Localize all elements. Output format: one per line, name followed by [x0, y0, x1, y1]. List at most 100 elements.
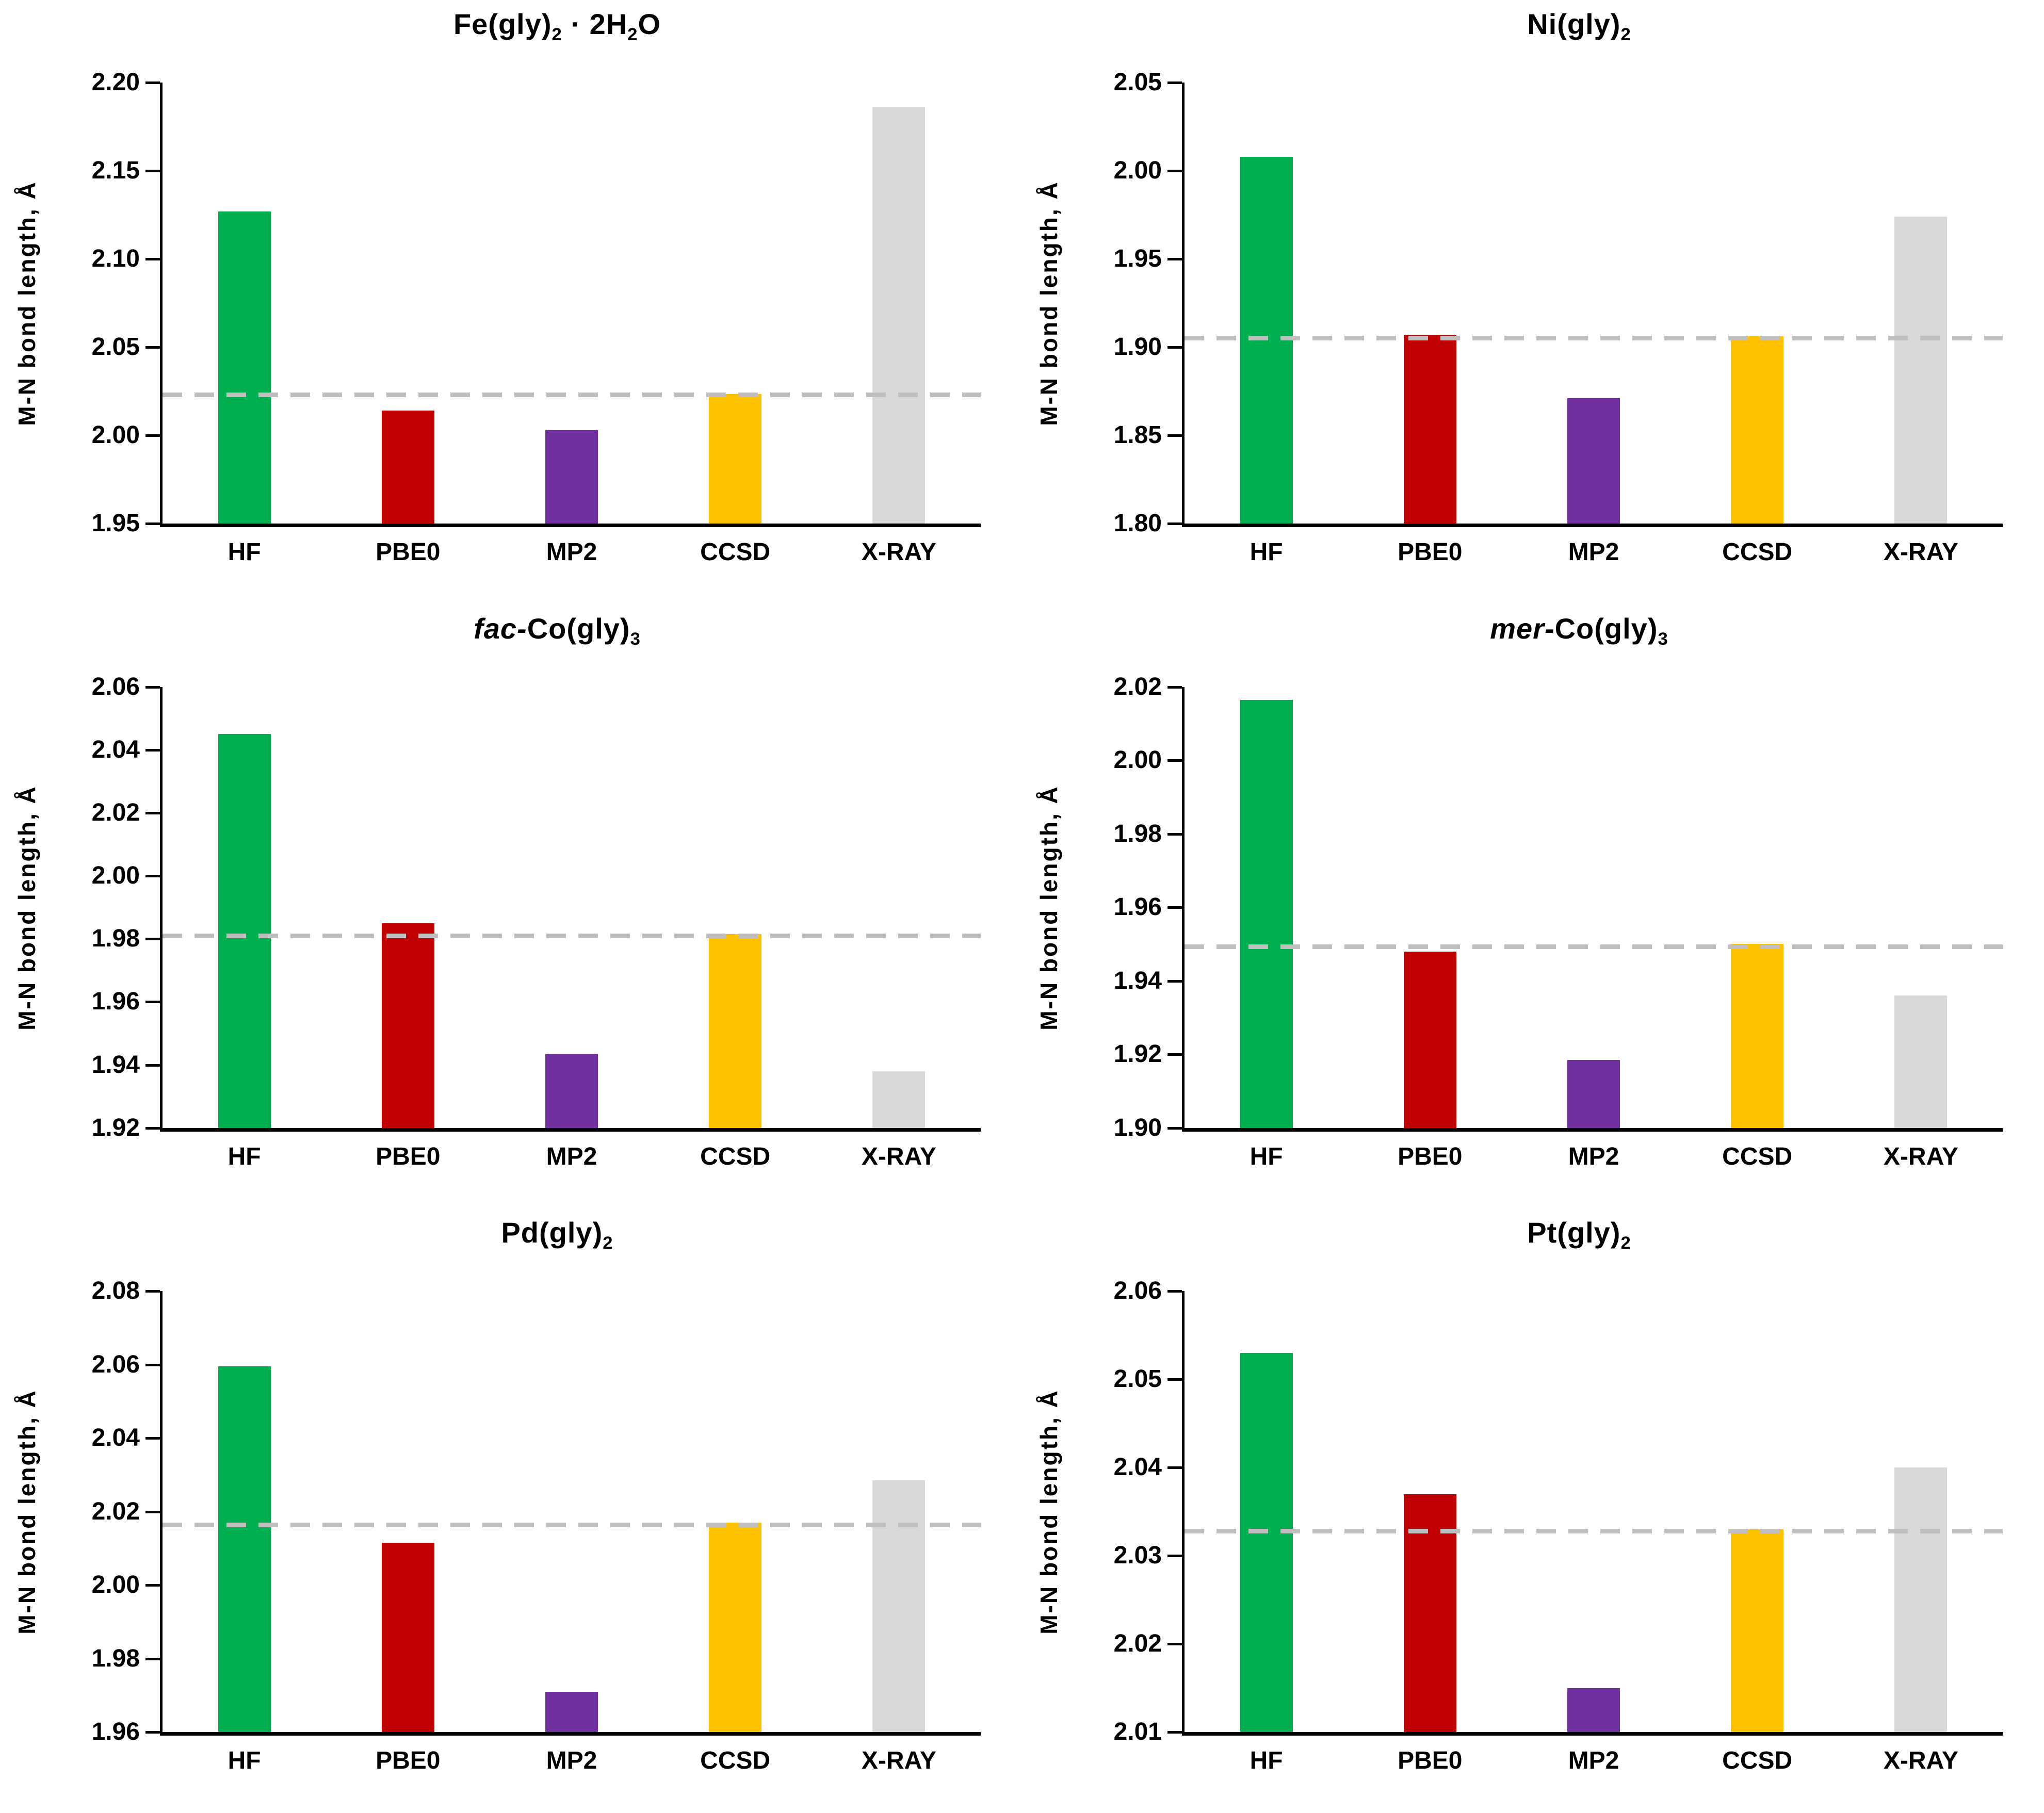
chart-title: Fe(gly)2 · 2H2O [134, 7, 980, 45]
bar-x-ray [872, 1071, 926, 1128]
chart-panel-mer-co-gly3: mer-Co(gly)3 M-N bond length, Å 2.02 2.00… [1022, 605, 2044, 1209]
y-tick-label: 1.96 [91, 1718, 140, 1746]
y-tick-label: 2.00 [91, 421, 140, 449]
y-tick-mark [1167, 1643, 1182, 1646]
bar-pbe0 [381, 1543, 434, 1733]
x-label-mp2: MP2 [1568, 1747, 1619, 1775]
chart-title-part: 2 [627, 25, 638, 45]
plot-area: 2.06 2.05 2.04 2.03 2.02 2.01 HF PBE0 MP2 CCSD X-R… [1114, 1277, 2003, 1774]
x-label-mp2: MP2 [1568, 1142, 1619, 1170]
y-tick-mark [145, 1510, 160, 1513]
x-label-pbe0: PBE0 [376, 1142, 441, 1170]
chart-panel-fe-gly2-2h2o: Fe(gly)2 · 2H2O M-N bond length, Å 2.20 2… [0, 0, 1022, 605]
y-tick-label: 1.96 [91, 988, 140, 1016]
bar-ccsd [1731, 1529, 1784, 1733]
y-tick-label: 1.85 [1113, 421, 1162, 449]
y-tick-mark [1167, 1555, 1182, 1558]
y-tick-mark [145, 1064, 160, 1067]
y-tick-mark [145, 1731, 160, 1734]
x-label-mp2: MP2 [546, 1747, 597, 1775]
chart-title-part: 2 [551, 25, 562, 45]
x-label-ccsd: CCSD [1722, 1747, 1793, 1775]
bar-mp2 [1567, 398, 1620, 524]
y-tick-label: 2.04 [91, 736, 140, 763]
chart-title-part: 2 [1620, 25, 1631, 45]
y-axis-title: M-N bond length, Å [1035, 1389, 1062, 1635]
y-tick-label: 2.03 [1113, 1542, 1162, 1570]
y-tick-label: 1.80 [1113, 510, 1162, 537]
y-tick-mark [145, 434, 160, 437]
x-label-x-ray: X-RAY [1883, 1142, 1958, 1170]
x-label-x-ray: X-RAY [1883, 1747, 1958, 1775]
y-tick-label: 2.01 [1113, 1718, 1162, 1746]
reference-dashed-line [1185, 1529, 2003, 1534]
reference-dashed-line [163, 393, 981, 398]
y-tick-label: 1.94 [1113, 967, 1162, 994]
reference-dashed-line [1185, 335, 2003, 340]
y-tick-mark [145, 258, 160, 260]
x-label-pbe0: PBE0 [1398, 1747, 1463, 1775]
plot-area: 2.02 2.00 1.98 1.96 1.94 1.92 1.90 HF PBE0 MP2 CCS… [1114, 673, 2003, 1170]
y-tick-label: 1.95 [91, 510, 140, 537]
bar-x-ray [872, 107, 926, 524]
x-label-pbe0: PBE0 [376, 1747, 441, 1775]
chart-title-part: fac- [474, 612, 527, 645]
y-tick-mark [145, 811, 160, 814]
x-label-mp2: MP2 [1568, 538, 1619, 566]
bar-mp2 [1567, 1059, 1620, 1128]
bar-x-ray [872, 1480, 926, 1733]
bar-pbe0 [1403, 951, 1456, 1128]
bar-x-ray [1894, 216, 1948, 524]
bar-x-ray [1894, 1467, 1948, 1733]
bar-ccsd [709, 394, 762, 524]
y-tick-mark [1167, 1290, 1182, 1293]
y-tick-mark [145, 1584, 160, 1587]
x-label-ccsd: CCSD [1722, 538, 1793, 566]
bar-pbe0 [1403, 1494, 1456, 1733]
chart-title-part: · 2H [562, 8, 628, 40]
x-label-x-ray: X-RAY [861, 538, 936, 566]
y-tick-label: 2.00 [91, 862, 140, 890]
bar-mp2 [545, 430, 598, 524]
x-label-x-ray: X-RAY [861, 1747, 936, 1775]
chart-title-part: Fe(gly) [453, 8, 552, 40]
x-label-hf: HF [228, 1747, 261, 1775]
x-label-pbe0: PBE0 [1398, 1142, 1463, 1170]
y-tick-mark [1167, 759, 1182, 762]
y-tick-mark [1167, 979, 1182, 983]
y-tick-label: 1.95 [1113, 245, 1162, 272]
chart-title-part: Co(gly) [527, 612, 630, 645]
x-label-ccsd: CCSD [700, 1142, 771, 1170]
y-tick-label: 1.90 [1113, 333, 1162, 361]
bar-hf [218, 1366, 271, 1733]
y-tick-label: 1.98 [1113, 820, 1162, 847]
y-tick-mark [145, 1437, 160, 1440]
chart-panel-fac-co-gly3: fac-Co(gly)3 M-N bond length, Å 2.06 2.04… [0, 605, 1022, 1209]
y-tick-label: 1.96 [1113, 893, 1162, 921]
y-tick-label: 2.20 [91, 69, 140, 96]
chart-title-part: 3 [1658, 629, 1668, 649]
y-axis-title: M-N bond length, Å [1035, 181, 1062, 426]
y-tick-mark [145, 81, 160, 84]
x-label-pbe0: PBE0 [376, 538, 441, 566]
y-tick-label: 2.00 [1113, 746, 1162, 774]
chart-panel-ni-gly2: Ni(gly)2 M-N bond length, Å 2.05 2.00 1.95… [1022, 0, 2044, 605]
y-tick-label: 2.06 [1113, 1277, 1162, 1305]
y-tick-label: 1.98 [91, 1644, 140, 1672]
reference-dashed-line [1185, 944, 2003, 950]
y-tick-label: 2.02 [1113, 673, 1162, 700]
y-tick-mark [145, 748, 160, 752]
y-tick-mark [1167, 1378, 1182, 1381]
chart-title-part: 2 [1620, 1233, 1631, 1253]
chart-title-part: Co(gly) [1554, 612, 1658, 645]
reference-dashed-line [163, 934, 981, 939]
chart-panel-pd-gly2: Pd(gly)2 M-N bond length, Å 2.08 2.06 2.04… [0, 1208, 1022, 1813]
bar-ccsd [1731, 944, 1784, 1128]
x-label-mp2: MP2 [546, 538, 597, 566]
y-tick-mark [145, 522, 160, 525]
bar-hf [218, 734, 271, 1128]
y-tick-label: 2.04 [91, 1424, 140, 1452]
bar-mp2 [545, 1054, 598, 1128]
y-tick-label: 1.92 [91, 1114, 140, 1141]
